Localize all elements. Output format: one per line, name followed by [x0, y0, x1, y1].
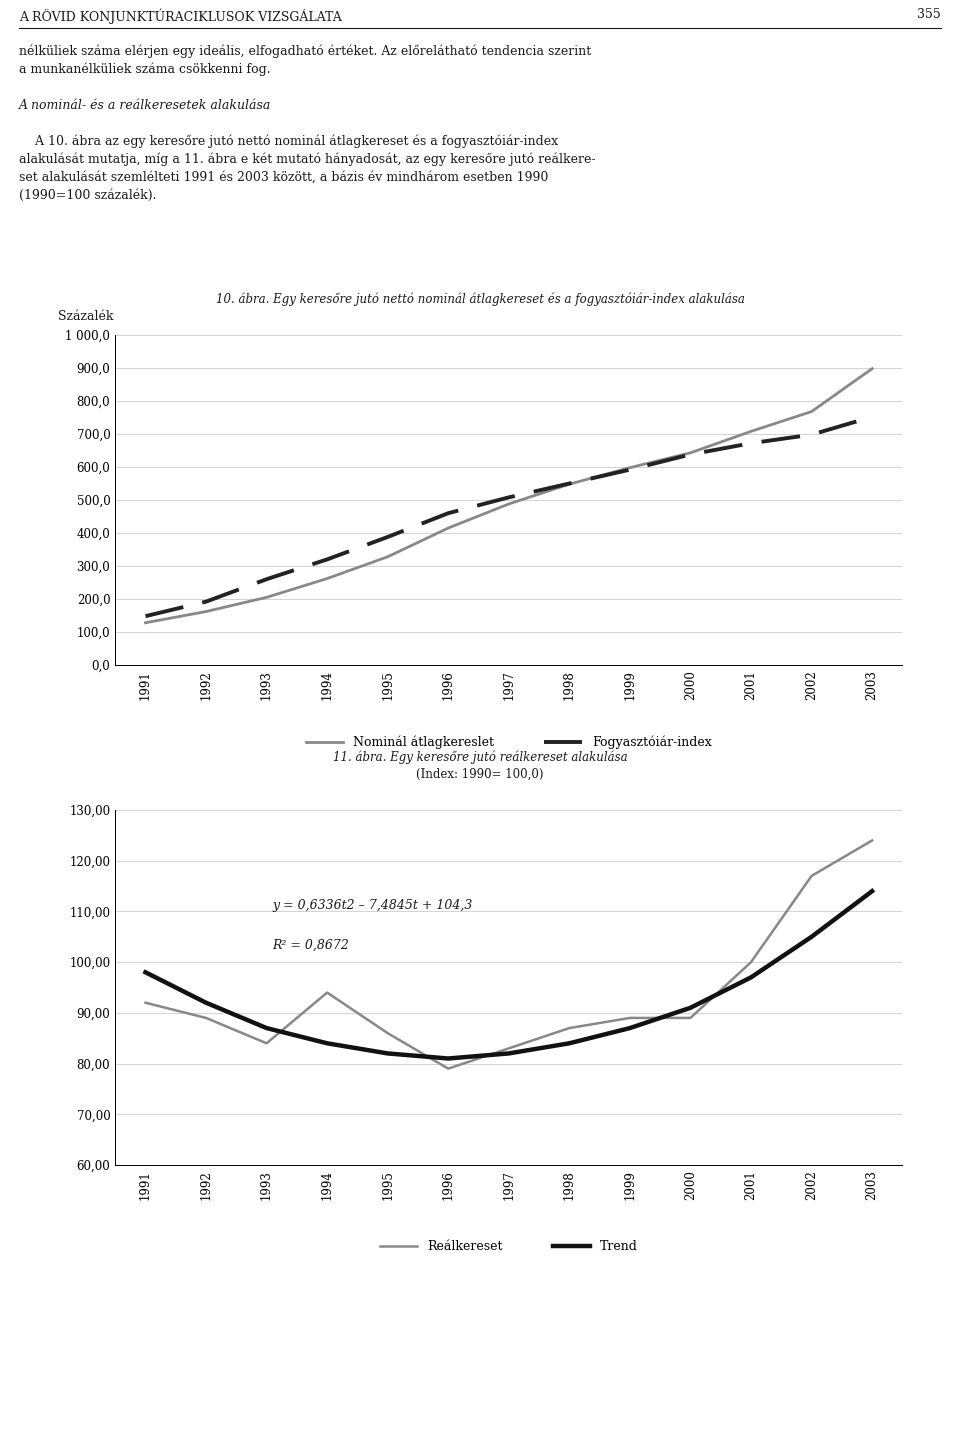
Text: 355: 355 — [917, 9, 941, 22]
Text: R² = 0,8672: R² = 0,8672 — [273, 939, 349, 952]
Text: alakulását mutatja, míg a 11. ábra e két mutató hányadosát, az egy keresőre jutó: alakulását mutatja, míg a 11. ábra e két… — [19, 153, 596, 167]
Text: set alakulását szemlélteti 1991 és 2003 között, a bázis év mindhárom esetben 199: set alakulását szemlélteti 1991 és 2003 … — [19, 171, 548, 184]
Text: 11. ábra. Egy keresőre jutó reálkereset alakulása: 11. ábra. Egy keresőre jutó reálkereset … — [333, 750, 627, 763]
Legend: Reálkereset, Trend: Reálkereset, Trend — [374, 1236, 643, 1259]
Text: A 10. ábra az egy keresőre jutó nettó nominál átlagkereset és a fogyasztóiár-ind: A 10. ábra az egy keresőre jutó nettó no… — [19, 135, 559, 148]
Text: y = 0,6336t2 – 7,4845t + 104,3: y = 0,6336t2 – 7,4845t + 104,3 — [273, 900, 473, 913]
Text: a munkanélküliek száma csökkenni fog.: a munkanélküliek száma csökkenni fog. — [19, 63, 271, 76]
Text: (1990=100 százalék).: (1990=100 százalék). — [19, 189, 156, 202]
Text: A nominál- és a reálkeresetek alakulása: A nominál- és a reálkeresetek alakulása — [19, 99, 272, 112]
Text: Százalék: Százalék — [58, 310, 113, 323]
Legend: Nominál átlagkereslet, Fogyasztóiár-index: Nominál átlagkereslet, Fogyasztóiár-inde… — [300, 730, 717, 755]
Text: A RÖVID KONJUNKTÚRACIKLUSOK VIZSGÁLATA: A RÖVID KONJUNKTÚRACIKLUSOK VIZSGÁLATA — [19, 9, 342, 23]
Text: (Index: 1990= 100,0): (Index: 1990= 100,0) — [417, 768, 543, 780]
Text: nélküliek száma elérjen egy ideális, elfogadható értéket. Az előrelátható tenden: nélküliek száma elérjen egy ideális, elf… — [19, 45, 591, 59]
Text: 10. ábra. Egy keresőre jutó nettó nominál átlagkereset és a fogyasztóiár-index a: 10. ábra. Egy keresőre jutó nettó nominá… — [216, 292, 744, 305]
